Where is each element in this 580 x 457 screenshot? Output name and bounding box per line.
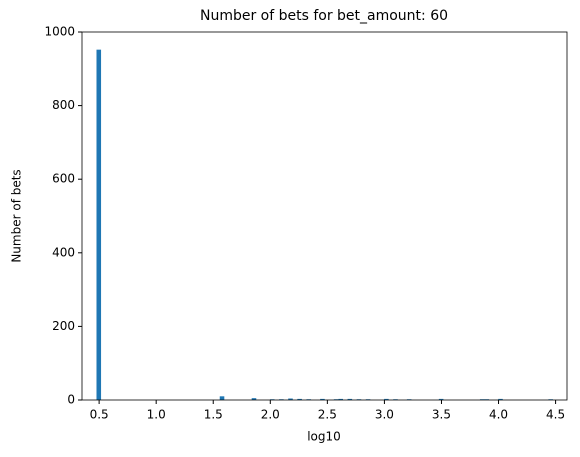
bar [96,49,102,400]
y-tick-label: 1000 [44,25,75,39]
bar [347,398,353,400]
bar [320,398,325,400]
y-tick-label: 600 [52,172,75,186]
x-tick-label: 0.5 [90,408,109,422]
y-axis-label: Number of bets [10,169,24,262]
bar [384,398,389,400]
bar [219,396,225,400]
x-tick-label: 4.5 [546,408,565,422]
y-tick-label: 800 [52,98,75,112]
x-tick-label: 2.0 [261,408,280,422]
plot-frame [81,31,568,401]
bar [288,398,293,400]
chart-title: Number of bets for bet_amount: 60 [200,8,448,24]
x-tick-label: 3.0 [375,408,394,422]
x-tick-label: 2.5 [318,408,337,422]
x-axis-label: log10 [307,430,341,444]
x-tick-label: 1.5 [204,408,223,422]
bar [338,398,343,400]
bar [498,398,503,400]
x-tick-label: 3.5 [432,408,451,422]
y-tick-label: 400 [52,245,75,259]
bar [251,398,257,400]
x-tick-label: 1.0 [147,408,166,422]
x-tick-label: 4.0 [489,408,508,422]
bar [297,398,302,400]
bar [438,398,444,400]
y-tick-label: 0 [67,393,75,407]
y-tick-label: 200 [52,319,75,333]
